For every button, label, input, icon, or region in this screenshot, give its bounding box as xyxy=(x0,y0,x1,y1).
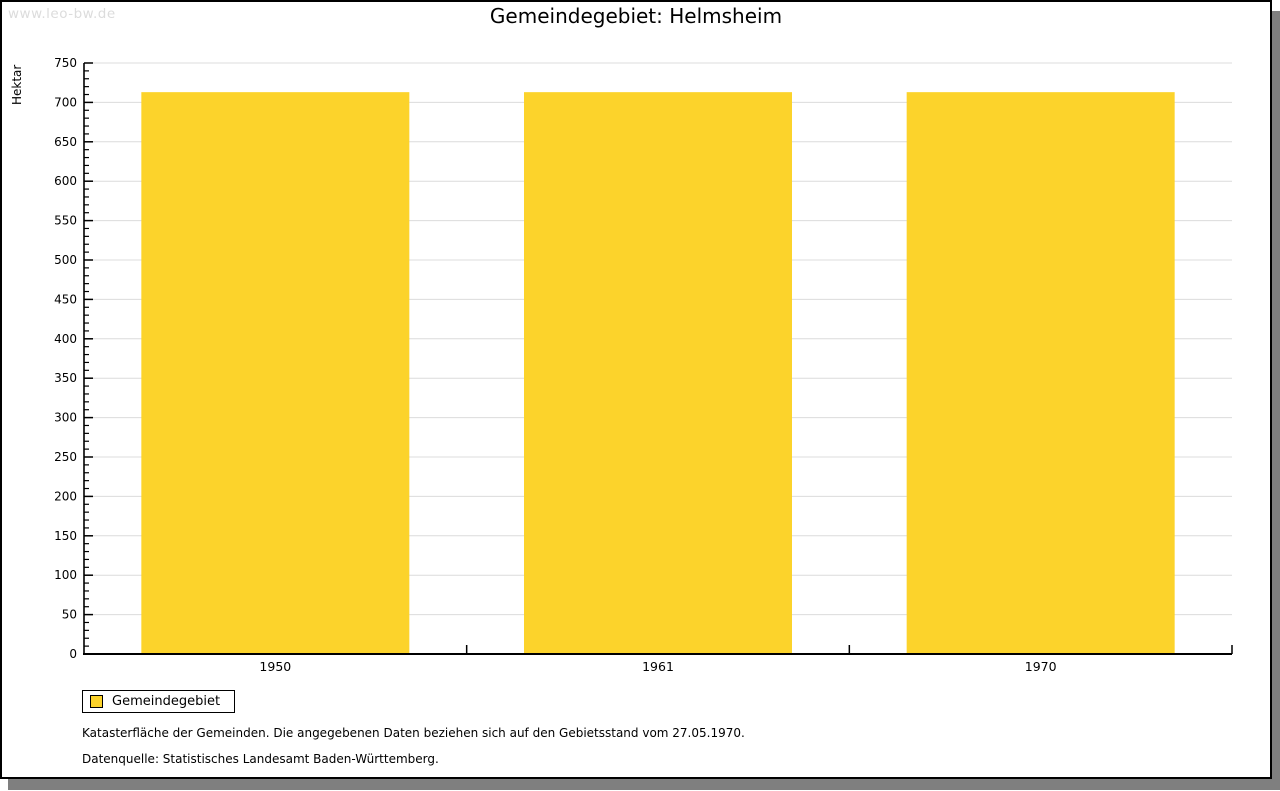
y-tick-label: 250 xyxy=(54,450,77,464)
y-tick-label: 350 xyxy=(54,371,77,385)
legend-swatch xyxy=(90,695,103,708)
x-tick-label: 1961 xyxy=(642,659,674,674)
y-tick-label: 450 xyxy=(54,292,77,306)
y-tick-label: 100 xyxy=(54,568,77,582)
y-tick-label: 200 xyxy=(54,489,77,503)
y-tick-label: 500 xyxy=(54,253,77,267)
y-tick-label: 700 xyxy=(54,95,77,109)
bar-1961 xyxy=(524,92,792,654)
watermark-url: www.leo-bw.de xyxy=(8,6,116,22)
bar-chart: 0 50 100 150 200 250 300 350 400 450 500 550 600 650 7… xyxy=(54,56,1233,674)
y-tick-label: 50 xyxy=(62,608,77,622)
legend: Gemeindegebiet xyxy=(82,690,236,713)
y-tick-label: 750 xyxy=(54,56,77,70)
legend-label: Gemeindegebiet xyxy=(112,694,221,709)
bar-1950 xyxy=(141,92,410,654)
chart-title: Gemeindegebiet: Helmsheim xyxy=(489,4,783,28)
y-tick-label: 0 xyxy=(69,647,77,661)
bar-1970 xyxy=(906,92,1175,654)
footer-source: Datenquelle: Statistisches Landesamt Bad… xyxy=(82,752,439,766)
footer-note: Katasterfläche der Gemeinden. Die angege… xyxy=(82,726,745,740)
y-tick-label: 300 xyxy=(54,411,77,425)
y-tick-label: 650 xyxy=(54,135,77,149)
y-tick-label: 600 xyxy=(54,174,77,188)
y-tick-label: 550 xyxy=(54,214,77,228)
y-tick-label: 150 xyxy=(54,529,77,543)
y-tick-label: 400 xyxy=(54,332,77,346)
x-tick-label: 1970 xyxy=(1025,659,1057,674)
chart-page: www.leo-bw.de Gemeindegebiet: Helmsheim … xyxy=(0,0,1272,779)
x-tick-label: 1950 xyxy=(259,659,291,674)
